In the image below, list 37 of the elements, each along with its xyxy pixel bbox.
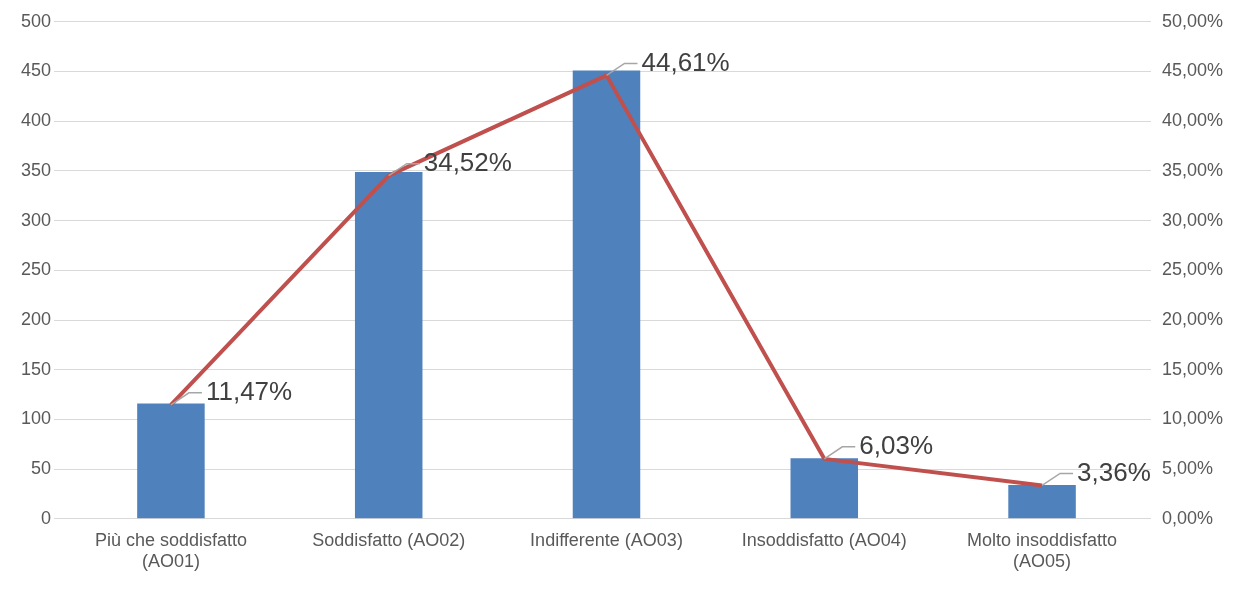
- data-label: 11,47%: [205, 375, 293, 406]
- y2-tick-label: 5,00%: [1161, 458, 1213, 479]
- y-tick-label: 450: [20, 60, 52, 81]
- bar: [137, 403, 205, 519]
- data-label: 6,03%: [859, 430, 934, 461]
- x-tick-label: Più che soddisfatto (AO01): [94, 529, 247, 572]
- data-label: 3,36%: [1077, 456, 1151, 487]
- y-tick-label: 400: [20, 110, 52, 131]
- y2-tick-label: 0,00%: [1161, 507, 1213, 528]
- y-tick-label: 300: [20, 209, 52, 230]
- y-tick-label: 250: [20, 259, 52, 280]
- y2-tick-label: 15,00%: [1161, 358, 1224, 379]
- y2-tick-label: 30,00%: [1161, 209, 1224, 230]
- bar: [354, 171, 423, 519]
- y-tick-label: 500: [20, 10, 52, 31]
- y2-tick-label: 10,00%: [1161, 408, 1224, 429]
- bar: [1008, 485, 1076, 519]
- x-tick-label: Indifferente (AO03): [530, 529, 683, 550]
- y-tick-label: 200: [20, 308, 52, 329]
- y2-tick-label: 25,00%: [1161, 259, 1224, 280]
- bar: [790, 458, 859, 519]
- x-tick-label: Insoddisfatto (AO04): [741, 529, 907, 550]
- bar: [572, 70, 641, 519]
- data-label: 44,61%: [641, 46, 730, 77]
- y2-tick-label: 20,00%: [1161, 308, 1224, 329]
- y-tick-label: 100: [20, 408, 52, 429]
- y2-tick-label: 50,00%: [1161, 10, 1224, 31]
- y-tick-label: 0: [41, 507, 52, 528]
- y2-tick-label: 35,00%: [1161, 159, 1224, 180]
- x-tick-label: Soddisfatto (AO02): [312, 529, 466, 550]
- y-tick-label: 50: [31, 458, 52, 479]
- x-tick-label: Molto insoddisfatto (AO05): [967, 529, 1118, 572]
- data-label: 34,52%: [423, 146, 512, 177]
- y2-tick-label: 45,00%: [1161, 60, 1224, 81]
- y-tick-label: 350: [20, 159, 52, 180]
- y2-tick-label: 40,00%: [1161, 110, 1224, 131]
- y-tick-label: 150: [20, 358, 52, 379]
